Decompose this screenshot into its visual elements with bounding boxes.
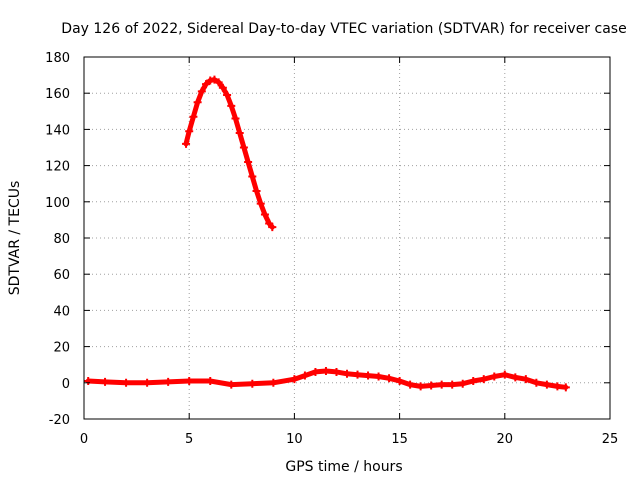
data-point: [437, 380, 446, 389]
series-line: [183, 77, 275, 230]
data-point: [374, 372, 383, 381]
y-axis-label: SDTVAR / TECUs: [7, 181, 23, 296]
y-tick-label: 140: [45, 123, 70, 138]
data-point: [479, 375, 488, 384]
data-point: [239, 143, 248, 152]
data-point: [260, 210, 269, 219]
data-point: [427, 381, 436, 390]
data-point: [416, 382, 425, 391]
x-tick-label: 20: [497, 432, 514, 447]
y-tick-label: 160: [45, 87, 70, 102]
data-point: [231, 114, 240, 123]
data-point: [84, 376, 93, 385]
x-tick-label: 25: [602, 432, 619, 447]
data-point: [553, 382, 562, 391]
data-point: [223, 91, 232, 100]
data-series-2: [182, 75, 277, 232]
data-point: [244, 157, 253, 166]
data-point: [182, 139, 191, 148]
data-point: [511, 373, 520, 382]
x-tick-label: 0: [80, 432, 88, 447]
y-tick-label: 80: [53, 232, 70, 247]
data-point: [227, 380, 236, 389]
plot-frame: [83, 56, 611, 420]
data-point: [353, 370, 362, 379]
data-point: [290, 375, 299, 384]
data-point: [458, 379, 467, 388]
data-point: [395, 376, 404, 385]
x-tick-label: 10: [286, 432, 303, 447]
data-point: [202, 80, 211, 89]
x-axis-label: GPS time / hours: [285, 459, 402, 475]
data-point: [448, 380, 457, 389]
data-point: [185, 127, 194, 136]
data-point: [193, 98, 202, 107]
data-point: [469, 376, 478, 385]
data-point: [521, 375, 530, 384]
y-tick-label: 100: [45, 196, 70, 211]
y-tick-label: 20: [53, 341, 70, 356]
data-point: [311, 367, 320, 376]
data-point: [561, 383, 570, 392]
data-point: [364, 371, 373, 380]
y-tick-label: 60: [53, 268, 70, 283]
data-point: [214, 78, 223, 87]
data-point: [248, 172, 257, 181]
data-point: [197, 87, 206, 96]
data-point: [343, 369, 351, 378]
data-point: [532, 378, 541, 387]
data-point: [269, 378, 278, 387]
data-point: [210, 75, 219, 84]
data-point: [206, 376, 215, 385]
y-tick-label: 180: [45, 51, 70, 66]
data-point: [268, 223, 277, 232]
data-point: [332, 367, 341, 376]
data-point: [101, 377, 110, 386]
data-series-1: [84, 367, 570, 392]
y-tick-label: 120: [45, 160, 70, 175]
data-point: [235, 129, 244, 138]
data-point: [164, 377, 173, 386]
data-point: [218, 83, 227, 92]
y-tick-label: -20: [49, 413, 70, 428]
axis-ticks: 0 5 10 15 20 25 -20 0 20 40 60 80 100 120 140 160 180: [45, 51, 618, 447]
data-point: [490, 372, 499, 381]
data-point: [143, 378, 152, 387]
data-point: [227, 101, 236, 110]
data-point: [189, 112, 198, 121]
data-point: [321, 367, 330, 376]
x-tick-label: 15: [391, 432, 408, 447]
data-point: [252, 186, 261, 195]
data-point: [406, 380, 415, 389]
data-point: [248, 379, 257, 388]
y-tick-label: 40: [53, 304, 70, 319]
x-tick-label: 5: [185, 432, 193, 447]
y-tick-label: 0: [62, 377, 70, 392]
data-point: [185, 376, 194, 385]
data-series-layer: [84, 75, 570, 392]
data-point: [500, 370, 509, 379]
data-point: [542, 380, 551, 389]
data-point: [256, 199, 265, 208]
chart-title: Day 126 of 2022, Sidereal Day-to-day VTE…: [61, 21, 626, 37]
grid-lines: [84, 57, 610, 419]
data-point: [122, 378, 131, 387]
data-point: [300, 371, 309, 380]
data-point: [385, 374, 394, 383]
